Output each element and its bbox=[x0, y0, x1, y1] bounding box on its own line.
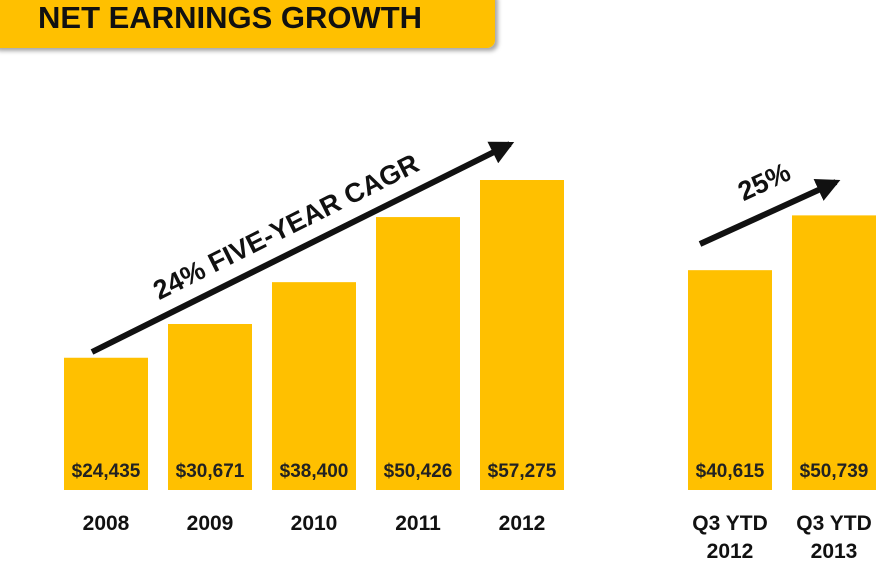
trend-arrow bbox=[698, 179, 841, 247]
x-tick-label: 2009 bbox=[186, 512, 234, 535]
data-label: $50,739 bbox=[800, 461, 869, 482]
data-label: $38,400 bbox=[280, 461, 349, 482]
x-tick-label: Q3 YTD 2012 bbox=[692, 512, 768, 563]
bar bbox=[480, 180, 564, 490]
data-label: $30,671 bbox=[176, 461, 245, 482]
chart-title: NET EARNINGS GROWTH bbox=[38, 0, 422, 35]
trend-arrow bbox=[90, 141, 515, 355]
bar bbox=[64, 357, 148, 490]
x-tick-label: 2011 bbox=[395, 512, 441, 535]
bar bbox=[168, 323, 252, 490]
x-tick-label: 2012 bbox=[498, 512, 546, 535]
bar bbox=[272, 282, 356, 490]
x-tick-label: 2008 bbox=[82, 512, 130, 535]
annotation: 25% bbox=[733, 157, 795, 207]
data-label: $50,426 bbox=[384, 461, 453, 482]
bar bbox=[376, 217, 460, 490]
x-tick-label: 2010 bbox=[290, 512, 338, 535]
bar bbox=[792, 215, 876, 491]
title-banner bbox=[0, 0, 495, 48]
data-label: $24,435 bbox=[72, 461, 141, 482]
x-tick-label: Q3 YTD 2013 bbox=[796, 512, 872, 563]
data-label: $40,615 bbox=[696, 461, 765, 482]
data-label: $57,275 bbox=[488, 461, 557, 482]
bar bbox=[688, 270, 772, 490]
